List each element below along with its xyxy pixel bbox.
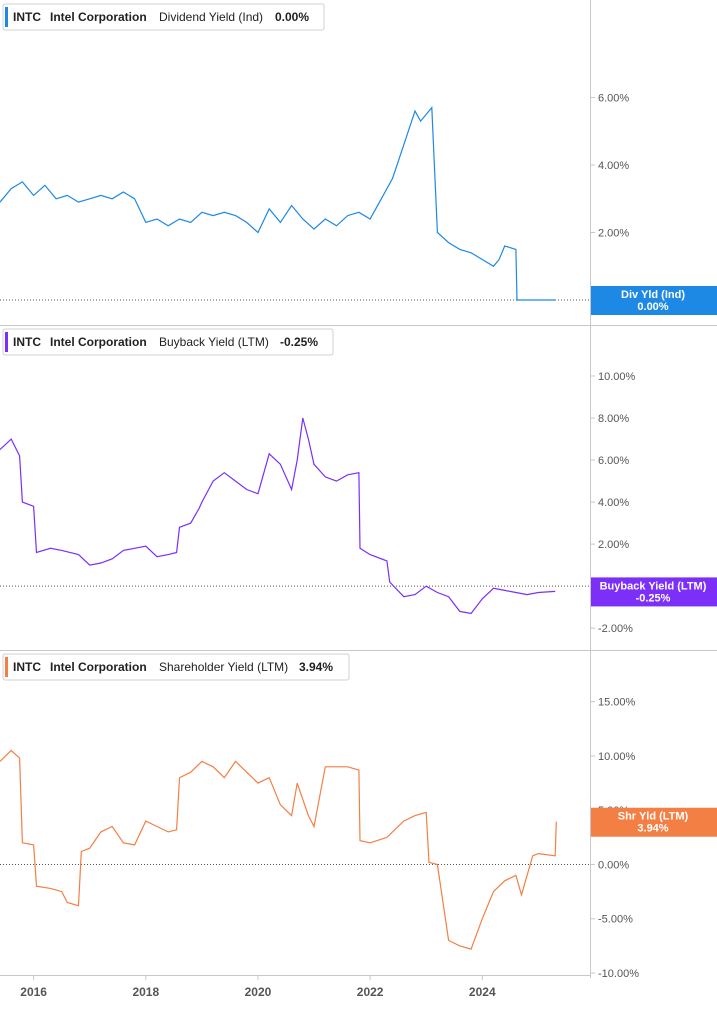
x-tick-label: 2022 <box>357 985 384 999</box>
shareholder-badge-box <box>590 807 717 837</box>
buyback-y-tick-label: 4.00% <box>598 497 629 509</box>
dividend-legend-metric: Dividend Yield (Ind) <box>159 10 263 24</box>
dividend-badge-label: Div Yld (Ind) <box>621 289 685 301</box>
shareholder-legend-company: Intel Corporation <box>50 660 147 674</box>
x-axis-ticks: 2016 2018 2020 2022 2024 <box>20 975 496 999</box>
shareholder-legend-color-bar <box>5 657 8 677</box>
dividend-badge: Div Yld (Ind) 0.00% <box>590 286 717 315</box>
buyback-legend-company: Intel Corporation <box>50 335 147 349</box>
shareholder-y-tick-label: -10.00% <box>598 968 639 980</box>
buyback-yield-panel: INTC Intel Corporation Buyback Yield (LT… <box>0 328 717 635</box>
dividend-legend-color-bar <box>5 7 8 27</box>
buyback-y-tick-label: -2.00% <box>598 623 633 635</box>
buyback-legend-box <box>2 328 334 356</box>
shareholder-y-tick-label: 0.00% <box>598 859 629 871</box>
shareholder-y-tick-label: 15.00% <box>598 697 636 709</box>
dividend-y-tick-label: 2.00% <box>598 228 629 240</box>
buyback-badge-value: -0.25% <box>636 592 671 604</box>
dividend-legend-value: 0.00% <box>275 10 309 24</box>
buyback-y-tick-label: 2.00% <box>598 539 629 551</box>
x-tick-label: 2018 <box>132 985 159 999</box>
dividend-yield-panel: INTC Intel Corporation Dividend Yield (I… <box>0 3 717 315</box>
dividend-legend-ticker: INTC <box>13 10 41 24</box>
dividend-legend-box <box>2 3 325 31</box>
shareholder-y-tick-label: 10.00% <box>598 751 636 763</box>
buyback-y-tick-label: 10.00% <box>598 371 636 383</box>
buyback-y-tick-label: 6.00% <box>598 455 629 467</box>
shareholder-y-ticks: -10.00%-5.00%0.00%5.00%10.00%15.00% <box>590 697 639 980</box>
shareholder-badge: Shr Yld (LTM) 3.94% <box>590 807 717 837</box>
buyback-badge: Buyback Yield (LTM) -0.25% <box>590 577 717 607</box>
dividend-legend-company: Intel Corporation <box>50 10 147 24</box>
shareholder-badge-value: 3.94% <box>637 823 668 835</box>
shareholder-legend-value: 3.94% <box>299 660 333 674</box>
shareholder-y-tick-label: -5.00% <box>598 914 633 926</box>
x-tick-label: 2020 <box>245 985 272 999</box>
shareholder-badge-label: Shr Yld (LTM) <box>618 811 689 823</box>
dividend-series-line <box>0 106 556 301</box>
dividend-y-tick-label: 6.00% <box>598 93 629 105</box>
x-tick-label: 2016 <box>20 985 47 999</box>
shareholder-legend-box <box>2 653 350 681</box>
buyback-y-tick-label: 8.00% <box>598 413 629 425</box>
buyback-badge-label: Buyback Yield (LTM) <box>600 580 707 592</box>
dividend-badge-value: 0.00% <box>637 301 668 313</box>
shareholder-legend-ticker: INTC <box>13 660 41 674</box>
buyback-legend-value: -0.25% <box>280 335 318 349</box>
buyback-badge-box <box>590 577 717 607</box>
buyback-series-line <box>0 417 556 615</box>
dividend-y-tick-label: 4.00% <box>598 160 629 172</box>
shareholder-legend-metric: Shareholder Yield (LTM) <box>159 660 288 674</box>
shareholder-yield-panel: INTC Intel Corporation Shareholder Yield… <box>0 653 717 980</box>
buyback-legend-ticker: INTC <box>13 335 41 349</box>
buyback-legend-color-bar <box>5 332 8 352</box>
shareholder-series-line <box>0 749 557 950</box>
dividend-badge-box <box>590 286 717 315</box>
buyback-legend-metric: Buyback Yield (LTM) <box>159 335 269 349</box>
dividend-y-ticks: 0.00%2.00%4.00%6.00% <box>590 93 629 307</box>
x-tick-label: 2024 <box>469 985 496 999</box>
